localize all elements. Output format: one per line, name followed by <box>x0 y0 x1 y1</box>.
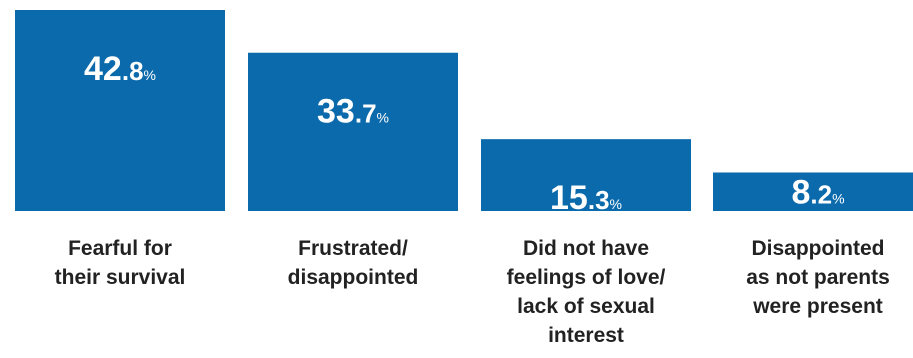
category-label-4: Disappointed as not parents were present <box>746 237 890 318</box>
category-label-2: Frustrated/disappointed <box>288 237 419 289</box>
category-label-line: as not parents <box>746 266 890 289</box>
category-label-line: lack of sexual <box>517 295 655 318</box>
category-label-1: Fearful for their survival <box>55 237 186 289</box>
category-label-line: Fearful for <box>68 237 172 260</box>
value-label-decimal: .2 <box>810 180 832 210</box>
value-label-decimal: .8 <box>122 56 144 86</box>
category-label-line: Disappointed <box>751 237 884 260</box>
value-label-int: 42 <box>84 50 122 88</box>
bar-3 <box>481 139 691 211</box>
category-label-line: disappointed <box>288 266 419 289</box>
value-label-2: 33.7% <box>317 93 389 131</box>
category-label-line: interest <box>548 324 624 347</box>
value-label-int: 33 <box>317 93 355 131</box>
category-label-line: feelings of love/ <box>507 266 666 289</box>
value-label-unit: % <box>610 196 622 212</box>
value-label-unit: % <box>377 110 389 126</box>
value-label-unit: % <box>832 191 844 207</box>
value-label-decimal: .3 <box>588 185 610 215</box>
value-label-decimal: .7 <box>355 99 377 129</box>
category-label-line: Frustrated/ <box>298 237 408 260</box>
category-label-line: Did not have <box>523 237 649 260</box>
value-label-unit: % <box>144 67 156 83</box>
bar-2 <box>248 52 458 212</box>
category-label-line: their survival <box>55 266 186 289</box>
bar-4 <box>713 172 913 211</box>
value-label-4: 8.2% <box>791 174 844 212</box>
value-label-int: 15 <box>550 179 588 217</box>
value-label-3: 15.3% <box>550 179 622 217</box>
category-label-3: Did not have feelings of love/lack of sex… <box>507 237 666 347</box>
bar-1 <box>15 10 225 211</box>
value-label-1: 42.8% <box>84 50 156 88</box>
category-label-line: were present <box>752 295 883 318</box>
value-label-int: 8 <box>791 174 810 212</box>
